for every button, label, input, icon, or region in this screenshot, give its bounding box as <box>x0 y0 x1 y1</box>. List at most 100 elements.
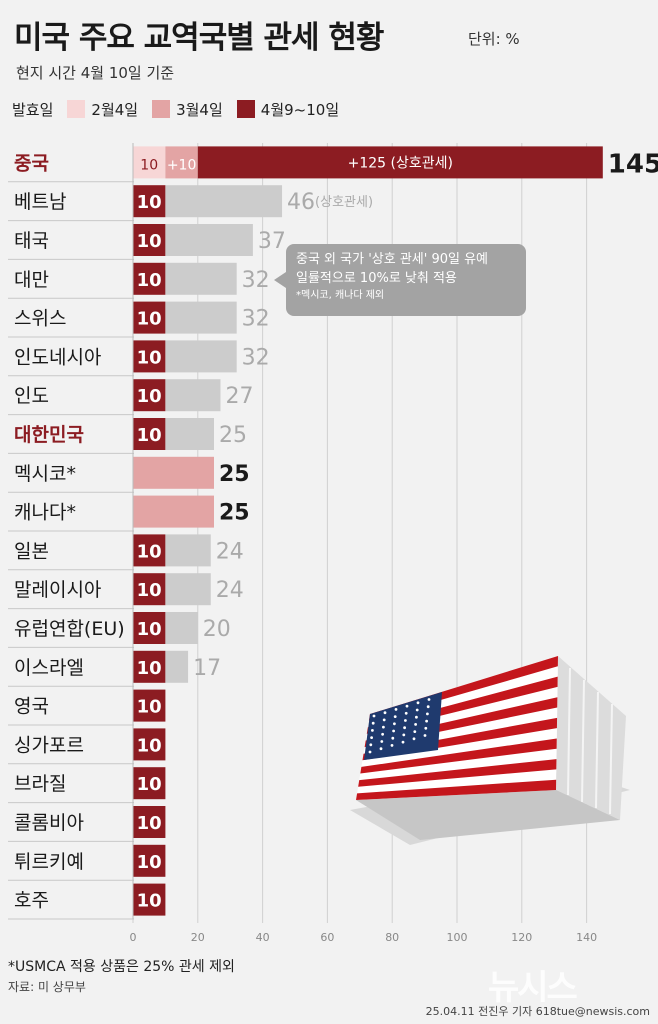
category-label: 호주 <box>14 890 49 912</box>
bar-segment-label: 10 <box>137 347 162 368</box>
total-value-label: 25 <box>219 501 250 526</box>
flag-star <box>391 736 395 740</box>
legend-swatch-mar <box>152 100 171 118</box>
bar-segment-apr <box>197 146 603 179</box>
flag-star <box>392 729 395 733</box>
footnote: *USMCA 적용 상품은 25% 관세 제외 <box>8 959 235 975</box>
category-label: 콜롬비아 <box>14 812 84 834</box>
flag-stripe <box>358 759 557 787</box>
us-flag-icon <box>356 656 558 800</box>
total-value-label: 32 <box>242 307 270 332</box>
bar-segment-apr <box>133 224 166 256</box>
bar-segment-label: 10 <box>137 270 162 291</box>
flag-star <box>423 734 427 737</box>
category-label: 인도 <box>14 385 49 407</box>
flag-star <box>415 708 419 712</box>
bar-segment-mar <box>133 456 214 489</box>
x-tick-label: 60 <box>320 931 334 944</box>
flag-star <box>402 733 406 737</box>
flag-star <box>381 732 384 736</box>
bar-segment-label: 10 <box>137 425 162 446</box>
category-label: 이스라엘 <box>14 657 84 679</box>
bar-segment-apr <box>133 534 166 567</box>
x-tick-label: 0 <box>130 931 137 944</box>
flag-star <box>426 712 429 716</box>
total-value-label: 32 <box>242 268 270 293</box>
bar-segment-label: 10 <box>137 309 162 330</box>
bar-segment-suspended <box>165 612 198 644</box>
callout-line-2: 일률적으로 10%로 낮춰 적용 <box>296 271 457 286</box>
category-label: 대한민국 <box>14 424 84 446</box>
legend: 발효일 2월4일 3월4일 4월9~10일 <box>12 98 339 120</box>
flag-star <box>383 711 387 715</box>
total-value-label: 37 <box>258 229 286 254</box>
flag-star <box>414 723 417 726</box>
legend-item-feb: 2월4일 <box>91 100 139 119</box>
total-value-label: 27 <box>225 384 253 409</box>
bar-segment-suspended <box>165 650 189 683</box>
legend-swatch-feb <box>67 100 86 118</box>
category-label: 브라질 <box>14 773 66 795</box>
bar-segment-label: 10 <box>137 192 162 213</box>
bar-segment-label: 10 <box>137 580 162 601</box>
category-label: 태국 <box>14 230 49 252</box>
bar-segment-label: +10 <box>167 157 197 173</box>
legend-title: 발효일 <box>12 100 54 119</box>
flag-star <box>412 737 416 741</box>
suspension-callout: 중국 외 국가 '상호 관세' 90일 유예 일률적으로 10%로 낮춰 적용 … <box>274 244 526 316</box>
total-value-label: 24 <box>216 578 244 603</box>
flag-star <box>393 715 397 718</box>
flag-star <box>382 718 386 722</box>
us-flag-container-illustration <box>350 656 630 845</box>
bar-segment-suspended <box>165 340 237 373</box>
category-label: 영국 <box>14 696 49 718</box>
flag-star <box>368 750 372 754</box>
flag-star <box>404 711 408 715</box>
bar-segment-suspended <box>165 185 283 218</box>
credit: 25.04.11 전진우 기자 618tue@newsis.com <box>425 1005 650 1018</box>
bar-segment-label: 10 <box>137 852 162 873</box>
flag-star <box>382 725 385 729</box>
flag-star <box>424 726 428 730</box>
bar-segment-label: 10 <box>137 231 162 252</box>
total-value-label: 24 <box>216 539 244 564</box>
bar-segment-apr <box>133 301 166 334</box>
total-value-label: 145% <box>608 149 658 179</box>
category-label: 멕시코* <box>14 463 76 485</box>
flag-star <box>415 715 418 719</box>
total-value-label: 25 <box>219 423 247 448</box>
bar-segment-apr <box>133 689 166 722</box>
total-value-label: 46 <box>287 190 315 215</box>
bar-segment-apr <box>133 806 166 838</box>
bar-segment-suspended <box>165 262 237 295</box>
bar-segment-label: 10 <box>137 541 162 562</box>
flag-star <box>405 704 409 708</box>
legend-item-mar: 3월4일 <box>176 100 223 119</box>
flag-star <box>369 743 373 747</box>
bar-segment-suspended <box>165 534 211 567</box>
x-tick-label: 40 <box>256 931 270 944</box>
flag-star <box>379 747 383 751</box>
bar-segment-label: 10 <box>137 735 162 756</box>
bar-segment-apr <box>133 418 166 450</box>
bar-segment-label: 10 <box>137 891 162 912</box>
flag-star <box>380 740 384 743</box>
bar-segment-apr <box>133 612 166 644</box>
flag-star <box>401 740 405 744</box>
bar-segment-label: 10 <box>137 386 162 407</box>
flag-star <box>372 714 376 718</box>
bar-segment-label: 10 <box>137 619 162 640</box>
chart-subtitle: 현지 시간 4월 10일 기준 <box>16 64 175 82</box>
flag-stripe <box>356 779 557 800</box>
category-label: 튀르키예 <box>14 851 84 873</box>
bar-note: (상호관세) <box>315 195 373 210</box>
bar-segment-apr <box>133 379 166 412</box>
source: 자료: 미 상무부 <box>8 980 86 994</box>
total-value-label: 20 <box>203 617 231 642</box>
bar-segment-label: 10 <box>137 813 162 834</box>
category-label: 캐나다* <box>14 502 76 524</box>
legend-swatch-apr <box>236 100 255 118</box>
category-label: 중국 <box>14 152 49 174</box>
bar-segment-feb <box>133 146 166 179</box>
flag-star <box>426 705 430 709</box>
